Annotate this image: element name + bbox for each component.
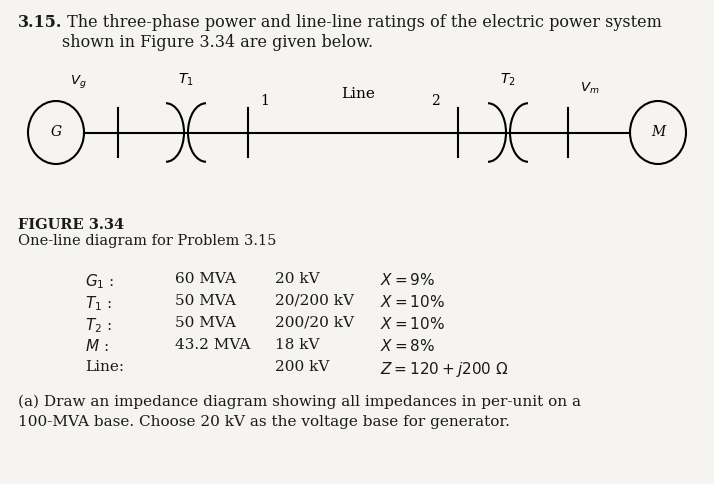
Text: $X = 9\%$: $X = 9\%$ [380, 272, 436, 288]
Text: 200/20 kV: 200/20 kV [275, 316, 354, 330]
Text: 18 kV: 18 kV [275, 338, 319, 352]
Text: 2: 2 [431, 94, 440, 108]
Text: $T_2$: $T_2$ [500, 71, 516, 88]
Text: Line: Line [341, 87, 375, 101]
Text: Line:: Line: [85, 360, 124, 374]
Text: $Z = 120 + j200\ \Omega$: $Z = 120 + j200\ \Omega$ [380, 360, 509, 379]
Text: (a) Draw an impedance diagram showing all impedances in per-unit on a: (a) Draw an impedance diagram showing al… [18, 395, 581, 409]
Text: 50 MVA: 50 MVA [175, 294, 236, 308]
Text: One-line diagram for Problem 3.15: One-line diagram for Problem 3.15 [18, 234, 276, 248]
Text: FIGURE 3.34: FIGURE 3.34 [18, 218, 124, 232]
Text: 60 MVA: 60 MVA [175, 272, 236, 286]
Text: 100-MVA base. Choose 20 kV as the voltage base for generator.: 100-MVA base. Choose 20 kV as the voltag… [18, 415, 510, 429]
Text: M: M [651, 125, 665, 139]
Text: $X = 8\%$: $X = 8\%$ [380, 338, 436, 354]
Text: 200 kV: 200 kV [275, 360, 329, 374]
Text: The three-phase power and line-line ratings of the electric power system: The three-phase power and line-line rati… [62, 14, 662, 31]
Text: 3.15.: 3.15. [18, 14, 62, 31]
Text: $G_1$ :: $G_1$ : [85, 272, 114, 291]
Text: $T_1$: $T_1$ [178, 71, 194, 88]
Text: 20/200 kV: 20/200 kV [275, 294, 354, 308]
Text: $V_m$: $V_m$ [580, 81, 600, 96]
Text: $X = 10\%$: $X = 10\%$ [380, 294, 445, 310]
Text: 43.2 MVA: 43.2 MVA [175, 338, 251, 352]
Text: 1: 1 [260, 94, 269, 108]
Text: $M$ :: $M$ : [85, 338, 109, 354]
Text: G: G [51, 125, 61, 139]
Text: $X = 10\%$: $X = 10\%$ [380, 316, 445, 332]
Text: 20 kV: 20 kV [275, 272, 320, 286]
Text: $T_1$ :: $T_1$ : [85, 294, 112, 313]
Text: $V_g$: $V_g$ [70, 73, 86, 90]
Text: shown in Figure 3.34 are given below.: shown in Figure 3.34 are given below. [62, 34, 373, 51]
Text: 50 MVA: 50 MVA [175, 316, 236, 330]
Text: $T_2$ :: $T_2$ : [85, 316, 112, 335]
